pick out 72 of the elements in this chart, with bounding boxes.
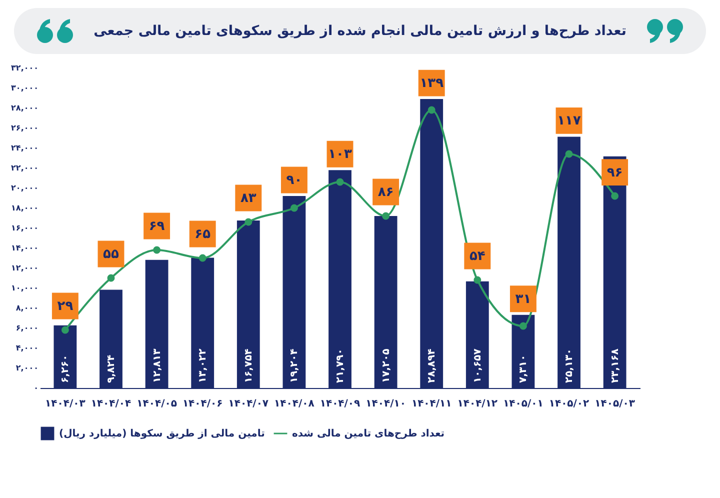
x-tick-label: ۱۴۰۴/۰۷ xyxy=(228,398,269,410)
point xyxy=(519,322,527,330)
y-tick-label: ۱۸,۰۰۰ xyxy=(11,204,38,212)
data-label: ۱۰۳ xyxy=(328,147,352,162)
y-tick-label: ۲۴,۰۰۰ xyxy=(11,144,38,152)
point xyxy=(107,274,115,282)
data-label: ۹,۸۲۴ xyxy=(106,354,117,383)
y-tick-label: ۶,۰۰۰ xyxy=(16,324,38,332)
legend-label: تعداد طرح‌های تامین مالی شده xyxy=(292,428,445,440)
data-label: ۲۵,۱۳۰ xyxy=(564,348,576,383)
y-tick-label: ۸,۰۰۰ xyxy=(16,304,38,312)
point xyxy=(198,254,206,262)
x-tick-label: ۱۴۰۵/۰۲ xyxy=(548,398,590,410)
point xyxy=(244,218,252,226)
legend-label: تامین مالی از طریق سکوها (میلیارد ریال) xyxy=(59,428,266,440)
y-tick-label: ۲,۰۰۰ xyxy=(16,364,38,372)
y-tick-label: ۲۶,۰۰۰ xyxy=(11,124,38,132)
data-label: ۶۹ xyxy=(148,219,165,234)
y-tick-label: ۴,۰۰۰ xyxy=(16,344,38,352)
x-tick-label: ۱۴۰۴/۱۲ xyxy=(457,398,498,410)
data-label: ۱۰,۶۵۷ xyxy=(472,348,484,383)
data-label: ۲۹ xyxy=(57,299,74,314)
point xyxy=(474,276,482,284)
data-label: ۱۹,۲۰۴ xyxy=(289,348,300,383)
x-tick-label: ۱۴۰۴/۰۸ xyxy=(274,398,314,410)
x-tick-label: ۱۴۰۴/۰۳ xyxy=(45,398,86,410)
data-label: ۱۷,۲۰۵ xyxy=(380,348,392,383)
y-tick-label: ۱۰,۰۰۰ xyxy=(11,284,38,292)
x-tick-label: ۱۴۰۴/۱۱ xyxy=(411,398,452,410)
x-tick-label: ۱۴۰۵/۰۳ xyxy=(594,398,635,410)
data-label: ۱۶,۷۵۴ xyxy=(243,348,254,383)
data-label: ۹۶ xyxy=(606,165,623,180)
data-label: ۲۳,۱۶۸ xyxy=(610,348,621,383)
data-label: ۶۵ xyxy=(194,227,211,242)
point xyxy=(428,106,436,114)
x-tick-label: ۱۴۰۴/۱۰ xyxy=(366,398,406,410)
data-label: ۵۴ xyxy=(469,249,486,264)
data-label: ۵۵ xyxy=(103,247,119,262)
data-label: ۷,۳۱۰ xyxy=(518,354,530,383)
point xyxy=(61,326,69,334)
data-label: ۸۳ xyxy=(240,191,256,206)
data-label: ۸۶ xyxy=(378,185,394,200)
chart-title: تعداد طرح‌ها و ارزش تامین مالی انجام شده از طریق سکوهای تامین مالی جمعی xyxy=(94,23,626,39)
y-tick-label: ۳۲,۰۰۰ xyxy=(11,64,38,72)
x-tick-label: ۱۴۰۴/۰۹ xyxy=(320,398,360,410)
y-tick-label: ۲۰,۰۰۰ xyxy=(11,184,38,192)
data-label: ۹۰ xyxy=(286,172,302,188)
y-tick-label: ۱۲,۰۰۰ xyxy=(11,264,38,272)
y-tick-label: ۱۴,۰۰۰ xyxy=(11,244,38,252)
y-tick-label: ۲۸,۰۰۰ xyxy=(11,104,38,112)
point xyxy=(382,212,390,220)
data-label: ۱۲,۸۱۳ xyxy=(152,348,163,383)
data-label: ۳۱ xyxy=(515,292,532,307)
x-tick-label: ۱۴۰۵/۰۱ xyxy=(503,398,544,410)
x-tick-label: ۱۴۰۴/۰۵ xyxy=(136,398,177,410)
data-label: ۱۱۷ xyxy=(557,114,581,129)
point xyxy=(611,192,619,200)
data-label: ۱۳۹ xyxy=(420,76,444,92)
y-tick-label: ۱۶,۰۰۰ xyxy=(11,224,38,232)
y-tick-label: ۳۰,۰۰۰ xyxy=(11,84,38,92)
x-tick-label: ۱۴۰۴/۰۴ xyxy=(90,398,132,410)
point xyxy=(153,246,161,254)
data-label: ۶,۲۶۰ xyxy=(60,354,72,383)
point xyxy=(565,150,573,158)
x-tick-label: ۱۴۰۴/۰۶ xyxy=(182,398,223,410)
data-label: ۲۱,۷۹۰ xyxy=(335,348,346,383)
y-tick-label: ۲۲,۰۰۰ xyxy=(11,164,38,172)
point xyxy=(290,204,298,212)
data-label: ۱۳,۰۲۲ xyxy=(198,348,209,383)
y-tick-label: ۰ xyxy=(34,384,38,392)
point xyxy=(336,178,344,186)
data-label: ۲۸,۸۹۴ xyxy=(426,348,438,383)
